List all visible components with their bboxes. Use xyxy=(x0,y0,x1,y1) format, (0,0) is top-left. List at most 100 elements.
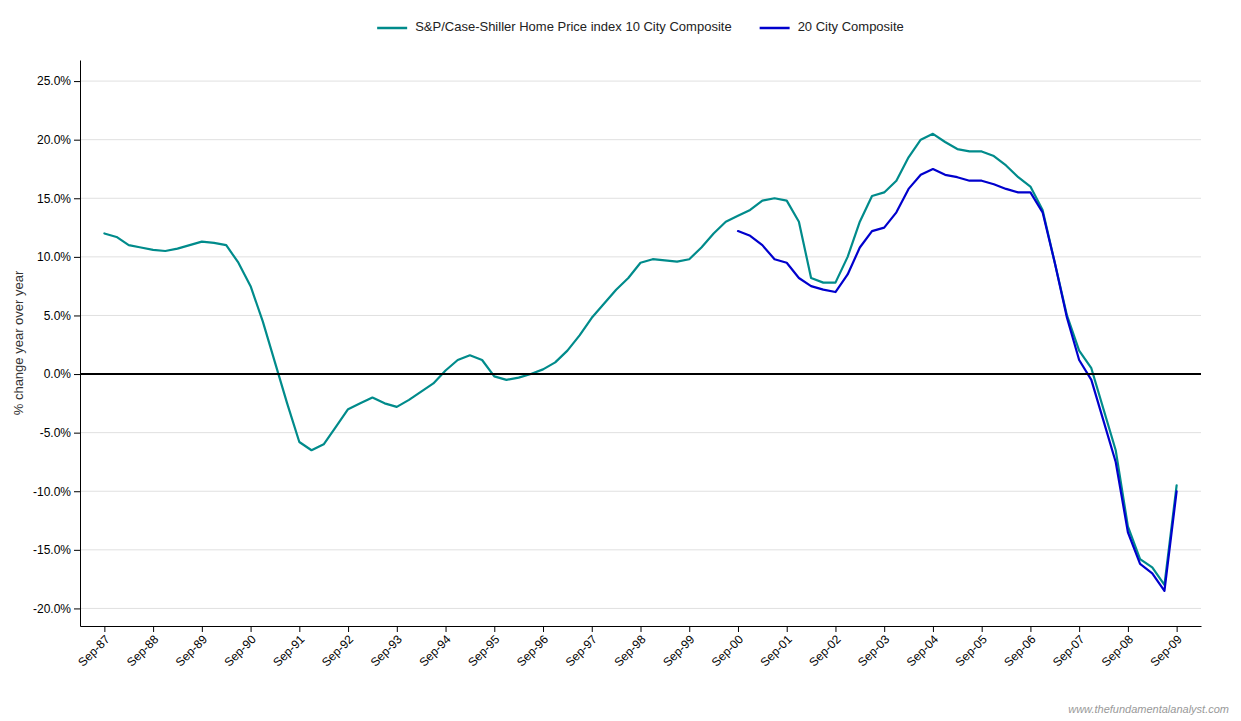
y-tick-mark xyxy=(74,608,80,609)
x-tick-mark xyxy=(299,626,300,632)
x-tick: Sep-97 xyxy=(563,626,600,669)
x-tick-mark xyxy=(543,626,544,632)
x-tick-mark xyxy=(1177,626,1178,632)
x-tick: Sep-90 xyxy=(221,626,258,669)
x-tick: Sep-01 xyxy=(758,626,795,669)
x-tick-label: Sep-00 xyxy=(709,632,746,669)
y-tick-mark xyxy=(74,491,80,492)
series-line xyxy=(104,134,1176,585)
legend-item: 20 City Composite xyxy=(760,19,904,34)
legend-label: 20 City Composite xyxy=(798,19,904,34)
x-tick-label: Sep-94 xyxy=(416,632,453,669)
y-axis-title: % change year over year xyxy=(11,270,26,415)
y-tick-label: 10.0% xyxy=(37,250,71,264)
x-tick: Sep-96 xyxy=(514,626,551,669)
x-tick-label: Sep-03 xyxy=(855,632,892,669)
y-tick-mark xyxy=(74,198,80,199)
x-tick-label: Sep-08 xyxy=(1099,632,1136,669)
x-tick-mark xyxy=(251,626,252,632)
x-tick-mark xyxy=(397,626,398,632)
x-tick-label: Sep-87 xyxy=(75,632,112,669)
x-tick-label: Sep-93 xyxy=(368,632,405,669)
x-tick: Sep-09 xyxy=(1148,626,1185,669)
x-axis: Sep-87 Sep-88 Sep-89 Sep-90 Sep-91 Sep-92 Sep-… xyxy=(75,626,1201,669)
legend: S&P/Case-Shiller Home Price index 10 Cit… xyxy=(377,19,904,34)
x-tick-mark xyxy=(641,626,642,632)
x-tick-mark xyxy=(787,626,788,632)
x-tick-mark xyxy=(494,626,495,632)
x-tick-mark xyxy=(933,626,934,632)
x-tick-mark xyxy=(202,626,203,632)
x-tick: Sep-08 xyxy=(1099,626,1136,669)
grid-line xyxy=(80,491,1201,492)
x-tick-mark xyxy=(153,626,154,632)
legend-label: S&P/Case-Shiller Home Price index 10 Cit… xyxy=(415,19,731,34)
legend-swatch xyxy=(377,27,407,30)
x-tick-label: Sep-06 xyxy=(1001,632,1038,669)
x-tick-label: Sep-01 xyxy=(758,632,795,669)
y-tick-mark xyxy=(74,315,80,316)
x-tick-mark xyxy=(1128,626,1129,632)
x-tick-label: Sep-99 xyxy=(660,632,697,669)
legend-item: S&P/Case-Shiller Home Price index 10 Cit… xyxy=(377,19,731,34)
x-tick: Sep-95 xyxy=(465,626,502,669)
grid-line xyxy=(80,81,1201,82)
grid-line xyxy=(80,432,1201,433)
grid-line xyxy=(80,608,1201,609)
y-tick-label: 15.0% xyxy=(37,192,71,206)
grid-line xyxy=(80,315,1201,316)
y-tick: -10.0% xyxy=(33,485,80,499)
x-tick-mark xyxy=(1030,626,1031,632)
x-tick-mark xyxy=(884,626,885,632)
x-tick: Sep-91 xyxy=(270,626,307,669)
x-tick-mark xyxy=(348,626,349,632)
x-tick: Sep-05 xyxy=(953,626,990,669)
x-tick: Sep-03 xyxy=(855,626,892,669)
x-tick-label: Sep-02 xyxy=(806,632,843,669)
y-tick-mark xyxy=(74,257,80,258)
y-tick-mark xyxy=(74,433,80,434)
y-tick-label: -10.0% xyxy=(33,485,71,499)
y-tick: 25.0% xyxy=(37,74,80,88)
y-tick: 10.0% xyxy=(37,250,80,264)
x-tick-label: Sep-98 xyxy=(611,632,648,669)
x-tick-label: Sep-05 xyxy=(953,632,990,669)
grid-line xyxy=(80,256,1201,257)
x-tick: Sep-93 xyxy=(368,626,405,669)
x-tick-mark xyxy=(835,626,836,632)
grid-line xyxy=(80,139,1201,140)
y-tick: -20.0% xyxy=(33,602,80,616)
y-tick: -15.0% xyxy=(33,543,80,557)
x-tick-label: Sep-88 xyxy=(124,632,161,669)
y-tick-mark xyxy=(74,81,80,82)
y-tick: 5.0% xyxy=(44,309,80,323)
y-tick: 20.0% xyxy=(37,133,80,147)
chart: -20.0%-15.0%-10.0%-5.0%0.0%5.0%10.0%15.0… xyxy=(0,0,1241,721)
y-tick-label: -5.0% xyxy=(40,426,72,440)
x-tick-mark xyxy=(738,626,739,632)
y-tick-mark xyxy=(74,374,80,375)
x-tick: Sep-06 xyxy=(1001,626,1038,669)
x-tick: Sep-89 xyxy=(173,626,210,669)
y-tick-label: 5.0% xyxy=(44,309,72,323)
x-tick: Sep-99 xyxy=(660,626,697,669)
x-tick-label: Sep-90 xyxy=(221,632,258,669)
y-tick-label: 25.0% xyxy=(37,74,71,88)
x-tick-mark xyxy=(104,626,105,632)
y-axis: -20.0%-15.0%-10.0%-5.0%0.0%5.0%10.0%15.0… xyxy=(33,61,81,627)
x-tick-label: Sep-92 xyxy=(319,632,356,669)
x-tick-mark xyxy=(689,626,690,632)
x-tick: Sep-87 xyxy=(75,626,112,669)
x-tick-mark xyxy=(982,626,983,632)
x-tick-label: Sep-89 xyxy=(173,632,210,669)
x-tick: Sep-04 xyxy=(904,626,941,669)
grid xyxy=(80,81,1201,608)
x-tick-mark xyxy=(446,626,447,632)
y-tick-label: -20.0% xyxy=(33,602,71,616)
grid-line xyxy=(80,374,1201,375)
y-axis-line xyxy=(80,61,81,627)
legend-swatch xyxy=(760,27,790,30)
x-tick: Sep-98 xyxy=(611,626,648,669)
grid-line xyxy=(80,549,1201,550)
series-line xyxy=(738,169,1177,591)
